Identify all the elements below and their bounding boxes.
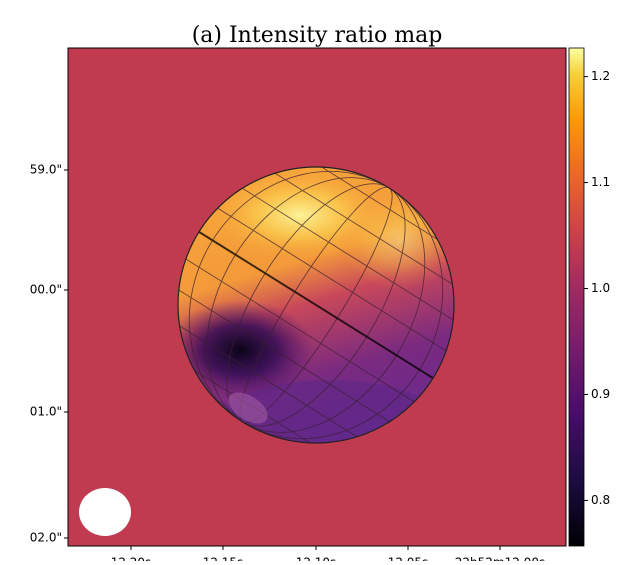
x-tick-label: 12.05s: [388, 556, 429, 562]
y-tick-label: 01.0": [30, 405, 62, 419]
x-tick-label: 22h52m12.00s: [455, 556, 545, 562]
colorbar-tick-label: 1.2: [591, 69, 610, 83]
colorbar-tick-label: 1.0: [591, 281, 610, 295]
colorbar-tick-label: 1.1: [591, 175, 610, 189]
x-tick-label: 12.20s: [111, 556, 152, 562]
y-tick-label: 02.0": [30, 531, 62, 545]
planet-limb: [177, 166, 455, 444]
x-tick-label: 12.10s: [296, 556, 337, 562]
y-tick-label: 59.0": [30, 163, 62, 177]
beam: [79, 488, 131, 536]
x-tick-label: 12.15s: [203, 556, 244, 562]
colorbar-tick-label: 0.8: [591, 493, 610, 507]
colorbar: [568, 47, 585, 547]
colorbar-tick-label: 0.9: [591, 387, 610, 401]
chart-title: (a) Intensity ratio map: [192, 23, 443, 48]
y-tick-label: 00.0": [30, 283, 62, 297]
